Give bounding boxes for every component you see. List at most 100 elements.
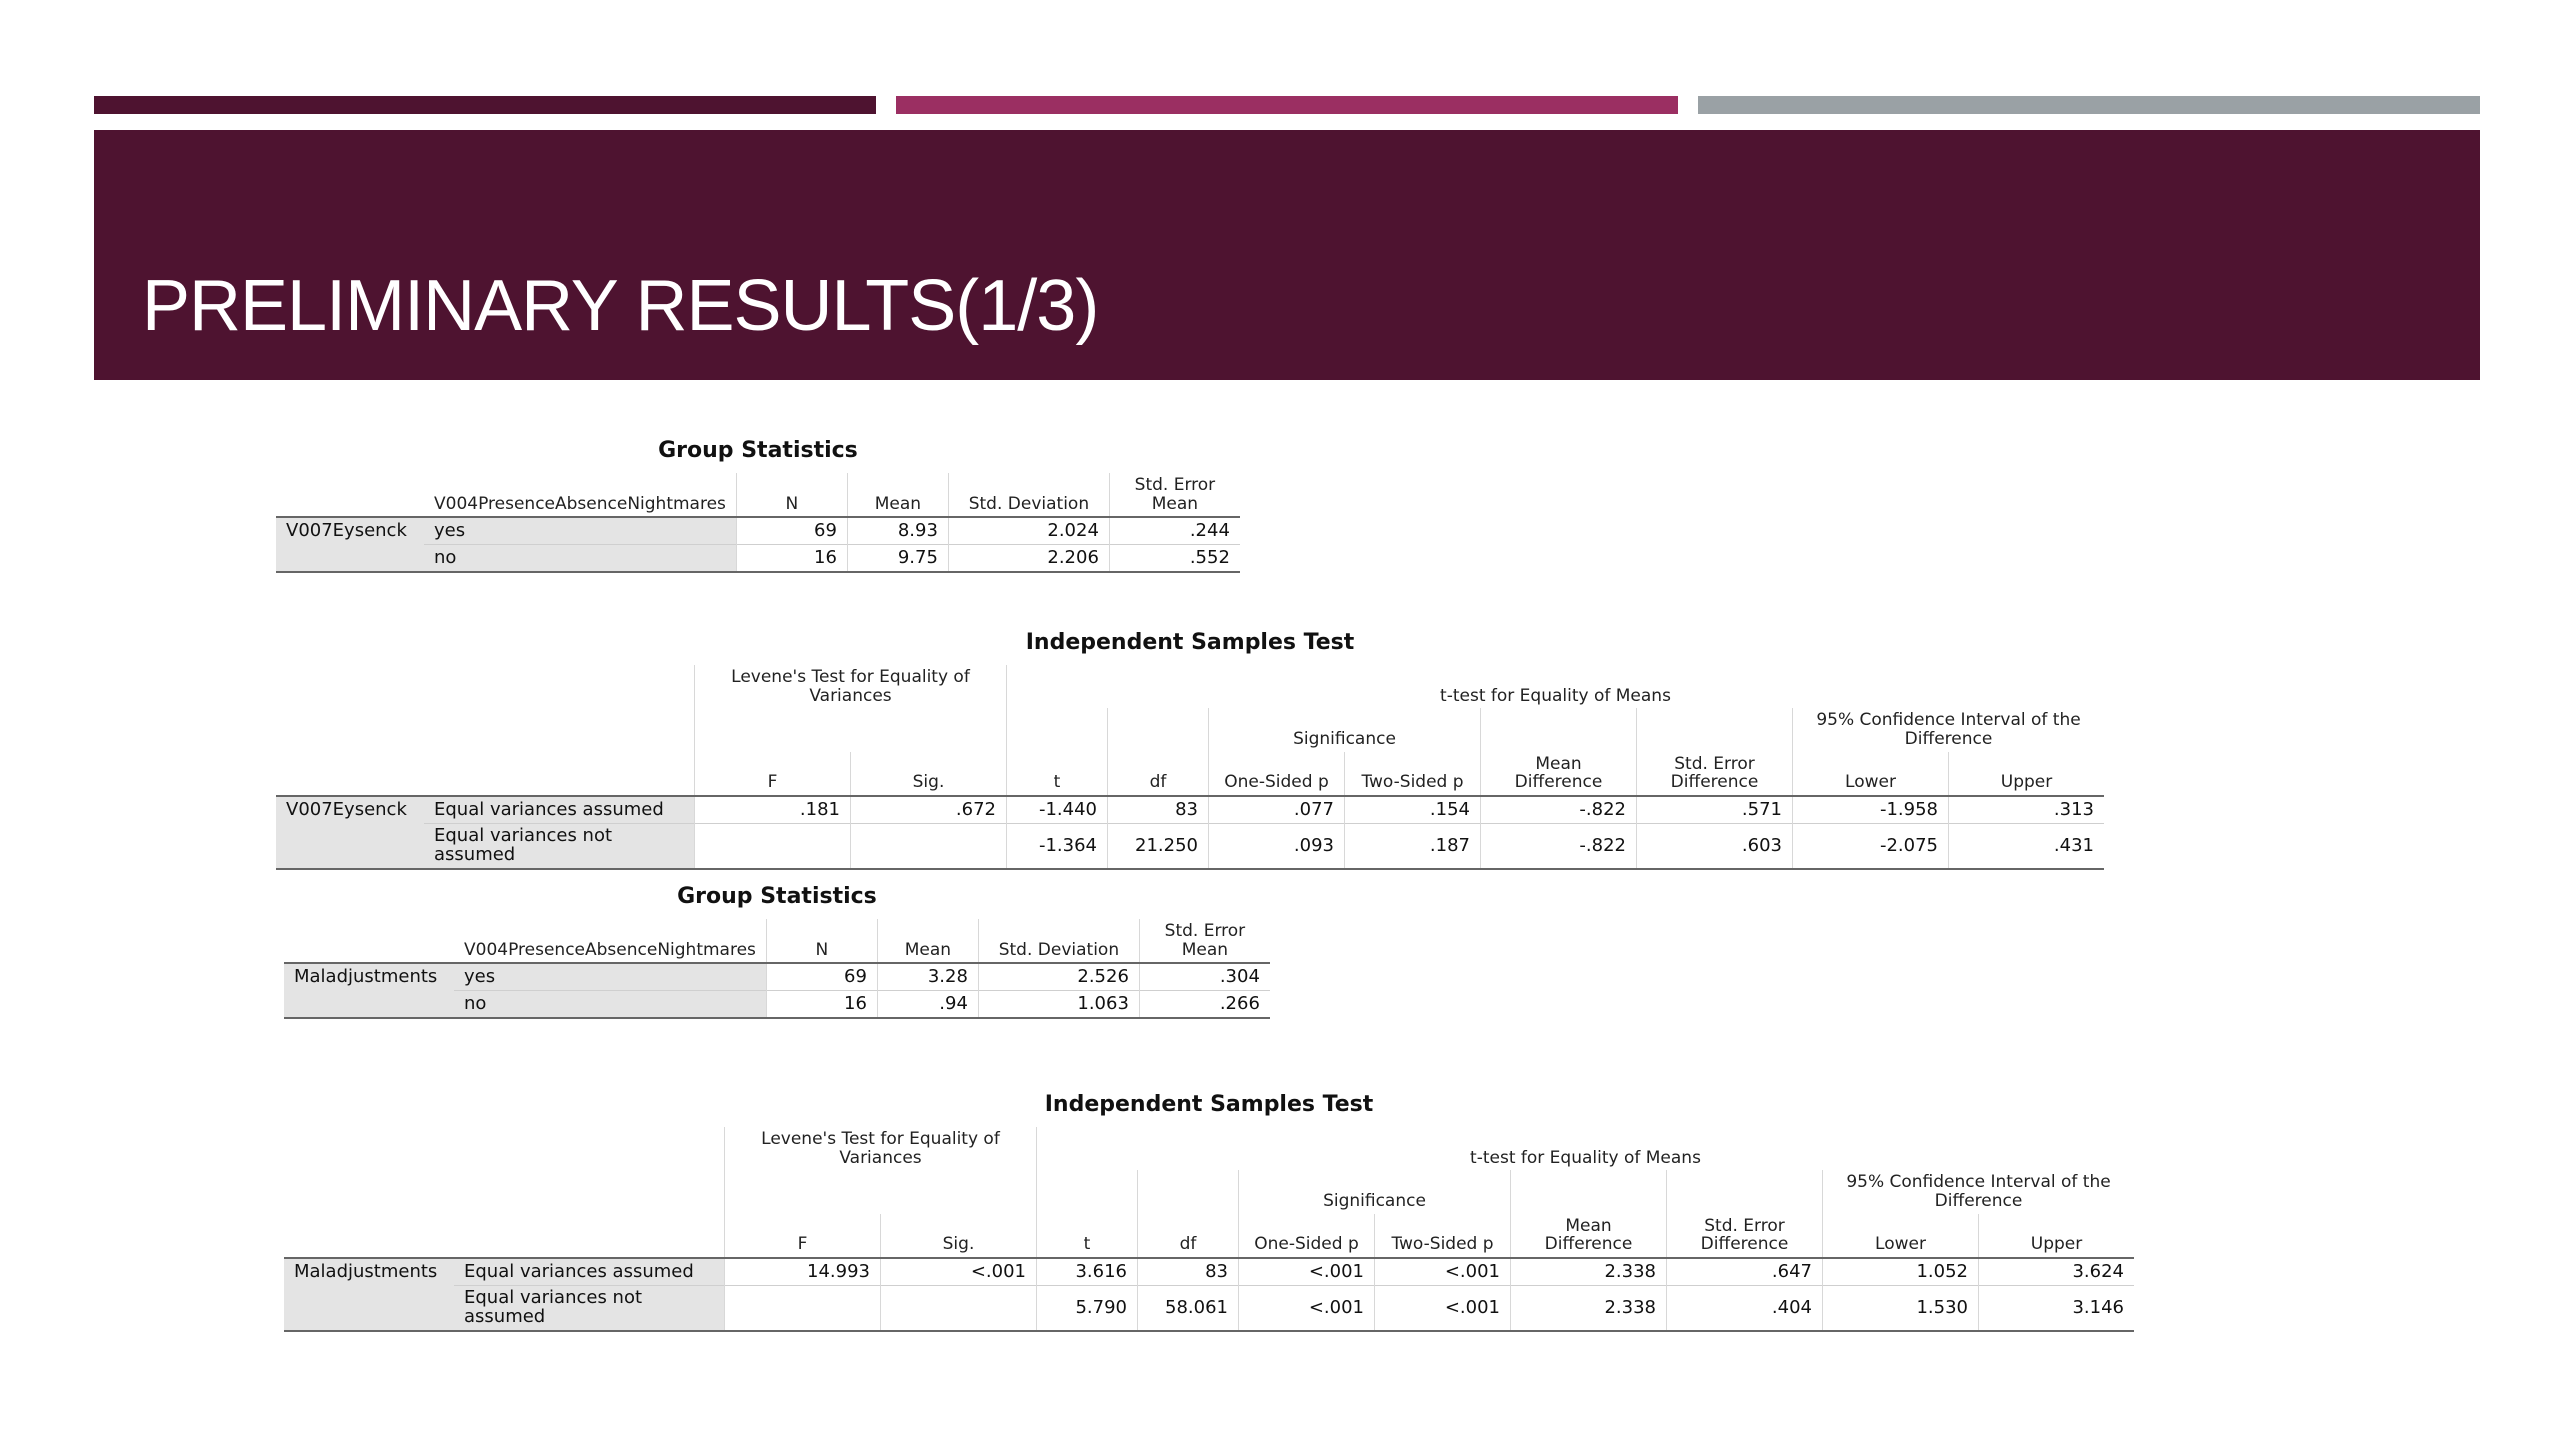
header-row-top: Levene's Test for Equality of Variances … xyxy=(276,665,2104,709)
header-mean-diff: Mean Difference xyxy=(1510,1213,1667,1259)
header-t: t xyxy=(1006,751,1108,797)
accent-bar-3 xyxy=(1698,96,2480,114)
accent-bar-1 xyxy=(94,96,876,114)
cell-df: 83 xyxy=(1137,1257,1239,1286)
header-ttest: t-test for Equality of Means xyxy=(1006,665,2104,709)
cell-lower: -2.075 xyxy=(1792,822,1949,870)
cell-sig: .672 xyxy=(850,795,1007,824)
header-two-sided: Two-Sided p xyxy=(1344,751,1481,797)
header-t: t xyxy=(1036,1213,1138,1259)
header-group-var: V004PresenceAbsenceNightmares xyxy=(434,493,726,514)
header-row-middle: Significance 95% Confidence Interval of … xyxy=(284,1170,2134,1214)
table-row: Maladjustments Equal variances assumed 1… xyxy=(284,1257,2134,1286)
header-upper: Upper xyxy=(1948,751,2104,797)
cell-sig: <.001 xyxy=(880,1257,1037,1286)
variable-label: Maladjustments xyxy=(284,1257,454,1286)
header-sig: Sig. xyxy=(880,1213,1037,1259)
cell-f xyxy=(724,1284,881,1332)
header-mean: Mean xyxy=(876,919,979,964)
cell-f: .181 xyxy=(694,795,851,824)
header-f: F xyxy=(694,751,851,797)
row-label: Equal variances not assumed xyxy=(454,1284,725,1332)
table-row: no 16 .94 1.063 .266 xyxy=(284,990,1270,1019)
cell-f xyxy=(694,822,851,870)
variable-label: V007Eysenck xyxy=(276,795,424,824)
table-caption: Independent Samples Test xyxy=(1044,1092,1374,1117)
group-label: yes xyxy=(454,962,767,991)
table-caption: Independent Samples Test xyxy=(1025,630,1355,655)
cell-mean-diff: -.822 xyxy=(1480,822,1637,870)
cell-n: 16 xyxy=(765,990,878,1019)
header-sd: Std. Deviation xyxy=(977,919,1140,964)
header-f: F xyxy=(724,1213,881,1259)
header-n: N xyxy=(765,919,878,964)
group-statistics-table: V004PresenceAbsenceNightmares N Mean Std… xyxy=(276,473,1240,573)
cell-one-sided: .093 xyxy=(1208,822,1345,870)
header-ci: 95% Confidence Interval of the Differenc… xyxy=(1792,708,2104,752)
independent-samples-table: Levene's Test for Equality of Variances … xyxy=(276,665,2104,870)
cell-sd: 2.526 xyxy=(977,962,1140,991)
table-row: Maladjustments yes 69 3.28 2.526 .304 xyxy=(284,962,1270,991)
cell-one-sided: <.001 xyxy=(1238,1284,1375,1332)
cell-two-sided: <.001 xyxy=(1374,1257,1511,1286)
table-row: V007Eysenck Equal variances assumed .181… xyxy=(276,795,2104,824)
cell-mean-diff: -.822 xyxy=(1480,795,1637,824)
header-upper: Upper xyxy=(1978,1213,2134,1259)
cell-mean: 9.75 xyxy=(846,544,949,573)
cell-upper: 3.146 xyxy=(1978,1284,2134,1332)
header-row-bottom: F Sig. t df One-Sided p Two-Sided p Mean… xyxy=(284,1213,2134,1259)
header-ci: 95% Confidence Interval of the Differenc… xyxy=(1822,1170,2134,1214)
cell-mean: 8.93 xyxy=(846,516,949,545)
header-row-bottom: F Sig. t df One-Sided p Two-Sided p Mean… xyxy=(276,751,2104,797)
table-caption: Group Statistics xyxy=(658,438,858,463)
cell-df: 83 xyxy=(1107,795,1209,824)
cell-mean-diff: 2.338 xyxy=(1510,1257,1667,1286)
header-two-sided: Two-Sided p xyxy=(1374,1213,1511,1259)
independent-samples-table: Levene's Test for Equality of Variances … xyxy=(284,1127,2134,1332)
group-statistics-table: V004PresenceAbsenceNightmares N Mean Std… xyxy=(284,919,1270,1019)
cell-upper: 3.624 xyxy=(1978,1257,2134,1286)
header-row-top: Levene's Test for Equality of Variances … xyxy=(284,1127,2134,1171)
cell-sig xyxy=(850,822,1007,870)
cell-t: 5.790 xyxy=(1036,1284,1138,1332)
cell-two-sided: .187 xyxy=(1344,822,1481,870)
cell-mean-diff: 2.338 xyxy=(1510,1284,1667,1332)
cell-se-diff: .647 xyxy=(1666,1257,1823,1286)
cell-one-sided: <.001 xyxy=(1238,1257,1375,1286)
group-label: no xyxy=(454,990,767,1019)
header-mean: Mean xyxy=(846,473,949,518)
cell-sem: .304 xyxy=(1138,962,1270,991)
row-label: Equal variances assumed xyxy=(454,1257,725,1286)
header-levene: Levene's Test for Equality of Variances xyxy=(694,665,1007,709)
cell-upper: .431 xyxy=(1948,822,2104,870)
header-significance: Significance xyxy=(1238,1170,1511,1214)
cell-lower: 1.052 xyxy=(1822,1257,1979,1286)
cell-df: 58.061 xyxy=(1137,1284,1239,1332)
cell-sig xyxy=(880,1284,1037,1332)
slide-title: PRELIMINARY RESULTS(1/3) xyxy=(142,266,1099,346)
row-label: Equal variances not assumed xyxy=(424,822,695,870)
header-se-diff: Std. Error Difference xyxy=(1636,751,1793,797)
cell-one-sided: .077 xyxy=(1208,795,1345,824)
cell-t: -1.364 xyxy=(1006,822,1108,870)
header-one-sided: One-Sided p xyxy=(1238,1213,1375,1259)
header-se-diff: Std. Error Difference xyxy=(1666,1213,1823,1259)
header-mean-diff: Mean Difference xyxy=(1480,751,1637,797)
header-sem: Std. Error Mean xyxy=(1108,473,1240,518)
cell-f: 14.993 xyxy=(724,1257,881,1286)
cell-mean: .94 xyxy=(876,990,979,1019)
header-group-var: V004PresenceAbsenceNightmares xyxy=(464,939,756,960)
header-row-middle: Significance 95% Confidence Interval of … xyxy=(276,708,2104,752)
table-row: Equal variances not assumed -1.364 21.25… xyxy=(276,822,2104,870)
cell-sem: .266 xyxy=(1138,990,1270,1019)
cell-upper: .313 xyxy=(1948,795,2104,824)
group-statistics-2: Group Statistics V004PresenceAbsenceNigh… xyxy=(284,884,1270,1019)
cell-sd: 2.206 xyxy=(947,544,1110,573)
table-row: V007Eysenck yes 69 8.93 2.024 .244 xyxy=(276,516,1240,545)
accent-bar-2 xyxy=(896,96,1678,114)
cell-t: -1.440 xyxy=(1006,795,1108,824)
table-row: no 16 9.75 2.206 .552 xyxy=(276,544,1240,573)
group-label: yes xyxy=(424,516,737,545)
cell-lower: -1.958 xyxy=(1792,795,1949,824)
cell-sd: 1.063 xyxy=(977,990,1140,1019)
